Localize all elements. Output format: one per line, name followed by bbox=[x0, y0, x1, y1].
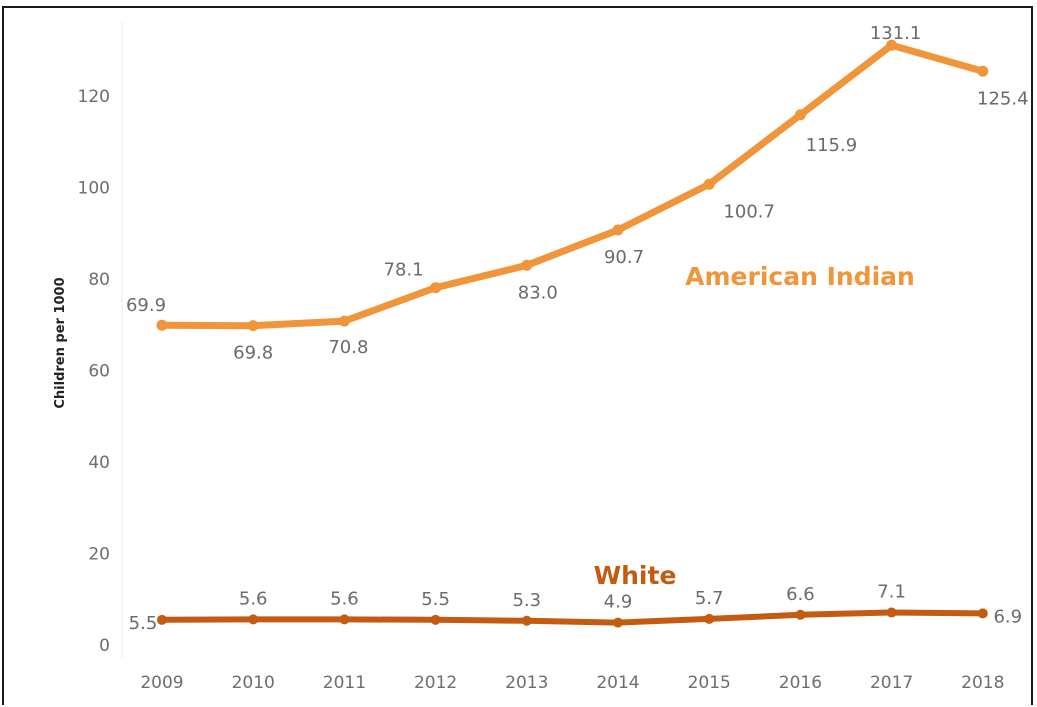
data-label: 4.9 bbox=[604, 592, 633, 613]
data-point bbox=[977, 608, 988, 619]
data-label: 69.8 bbox=[233, 343, 273, 364]
series-line bbox=[158, 41, 987, 330]
data-label: 70.8 bbox=[328, 337, 368, 358]
data-point bbox=[247, 320, 259, 332]
data-label: 5.7 bbox=[695, 588, 724, 609]
data-point bbox=[338, 315, 350, 327]
data-label: 83.0 bbox=[518, 282, 558, 303]
data-label: 131.1 bbox=[870, 23, 922, 44]
data-point bbox=[795, 609, 806, 620]
y-tick-label: 100 bbox=[78, 179, 110, 199]
y-tick-label: 40 bbox=[88, 453, 110, 473]
data-point bbox=[156, 319, 168, 331]
data-label: 6.6 bbox=[786, 584, 815, 605]
data-point bbox=[613, 617, 623, 628]
data-label: 7.1 bbox=[877, 582, 906, 603]
series-name-label: American Indian bbox=[685, 262, 915, 291]
data-point bbox=[886, 39, 898, 51]
x-tick-label: 2010 bbox=[232, 673, 275, 693]
x-tick-label: 2017 bbox=[870, 673, 913, 693]
data-label: 78.1 bbox=[384, 260, 424, 281]
x-tick-label: 2018 bbox=[961, 673, 1004, 693]
data-label: 5.5 bbox=[421, 589, 450, 610]
y-tick-label: 80 bbox=[88, 270, 110, 290]
data-point bbox=[977, 65, 989, 77]
data-label: 100.7 bbox=[723, 201, 775, 222]
x-tick-label: 2015 bbox=[688, 673, 731, 693]
data-label: 125.4 bbox=[977, 88, 1029, 109]
x-axis-ticks: 2009 2010 2011 2012 2013 2014 2015 2016 2017 2018 bbox=[140, 673, 1004, 693]
y-tick-label: 20 bbox=[88, 545, 110, 565]
y-tick-label: 0 bbox=[99, 636, 110, 656]
data-point bbox=[521, 259, 533, 271]
data-point bbox=[521, 615, 532, 626]
data-point bbox=[704, 613, 715, 624]
series-american-indian: 69.9 69.8 70.8 78.1 83.0 90.7 100.7 115.9 131.1 1… bbox=[126, 23, 1029, 363]
data-label: 69.9 bbox=[126, 295, 166, 316]
data-point bbox=[339, 614, 350, 625]
data-label: 5.6 bbox=[239, 588, 268, 609]
data-point bbox=[430, 282, 442, 294]
y-tick-label: 120 bbox=[78, 87, 110, 107]
x-tick-label: 2014 bbox=[596, 673, 639, 693]
series-line bbox=[159, 609, 986, 626]
data-label: 90.7 bbox=[604, 247, 644, 268]
data-label: 5.5 bbox=[129, 613, 158, 634]
y-axis-ticks: 0 20 40 60 80 100 120 bbox=[78, 87, 110, 656]
data-label: 5.3 bbox=[512, 590, 541, 611]
x-tick-label: 2012 bbox=[414, 673, 457, 693]
data-label: 115.9 bbox=[806, 135, 858, 156]
data-point bbox=[248, 614, 259, 625]
series-white: 5.5 5.6 5.6 5.5 5.3 4.9 5.7 6.6 7.1 6.9 White bbox=[129, 561, 1022, 634]
x-tick-label: 2011 bbox=[323, 673, 366, 693]
series-layer: 69.9 69.8 70.8 78.1 83.0 90.7 100.7 115.9 131.1 1… bbox=[126, 23, 1029, 634]
data-label: 6.9 bbox=[993, 606, 1022, 627]
data-point bbox=[886, 607, 897, 618]
chart-frame bbox=[2, 6, 1033, 705]
y-tick-label: 60 bbox=[88, 362, 110, 382]
data-point bbox=[703, 178, 715, 190]
data-label: 5.6 bbox=[330, 588, 359, 609]
x-tick-label: 2016 bbox=[779, 673, 822, 693]
x-tick-label: 2009 bbox=[140, 673, 183, 693]
x-tick-label: 2013 bbox=[505, 673, 548, 693]
data-point bbox=[430, 614, 441, 625]
y-axis-title: Children per 1000 bbox=[53, 277, 68, 408]
series-name-label: White bbox=[594, 561, 677, 590]
data-point bbox=[157, 614, 167, 625]
data-point bbox=[794, 109, 806, 121]
data-point bbox=[612, 224, 624, 236]
